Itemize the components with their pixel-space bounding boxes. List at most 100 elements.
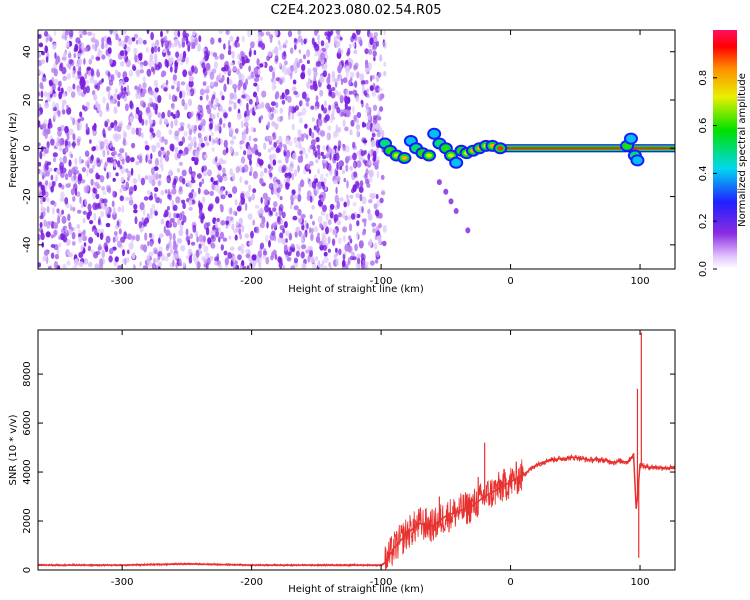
noise-speck <box>241 224 245 233</box>
noise-speck <box>273 141 277 148</box>
noise-speck <box>356 231 359 240</box>
noise-speck <box>369 37 374 46</box>
noise-speck <box>134 216 138 225</box>
noise-speck <box>171 104 175 110</box>
noise-speck <box>173 175 179 183</box>
noise-speck <box>153 45 158 53</box>
noise-speck <box>68 169 73 178</box>
noise-speck <box>352 42 356 48</box>
noise-speck <box>297 155 302 164</box>
noise-speck <box>153 79 159 88</box>
noise-speck <box>115 225 119 230</box>
noise-speck <box>348 90 353 95</box>
noise-speck <box>218 37 222 43</box>
noise-speck <box>40 204 44 213</box>
noise-speck <box>45 56 49 63</box>
noise-speck <box>91 146 96 152</box>
noise-speck <box>300 133 305 142</box>
noise-speck <box>241 59 246 65</box>
noise-speck <box>135 127 139 136</box>
noise-speck <box>303 232 307 237</box>
noise-speck <box>138 155 143 164</box>
noise-speck <box>352 256 357 261</box>
noise-speck <box>382 225 387 233</box>
noise-speck <box>273 78 277 85</box>
noise-speck <box>297 136 301 142</box>
noise-speck <box>240 196 246 205</box>
noise-speck <box>83 58 86 65</box>
noise-speck <box>119 188 123 193</box>
noise-speck <box>118 228 122 235</box>
noise-speck <box>188 255 193 264</box>
noise-speck <box>196 173 202 179</box>
noise-speck <box>178 149 183 154</box>
noise-speck <box>181 37 185 43</box>
noise-speck <box>198 234 204 243</box>
noise-speck <box>310 139 316 147</box>
noise-speck <box>178 53 183 62</box>
noise-speck <box>277 216 281 223</box>
noise-speck <box>179 122 185 127</box>
noise-speck <box>103 138 109 145</box>
noise-speck <box>70 116 73 121</box>
noise-speck <box>38 181 43 187</box>
noise-speck <box>317 40 320 46</box>
noise-speck <box>58 91 62 100</box>
noise-speck <box>139 69 144 74</box>
noise-speck <box>356 151 362 156</box>
noise-speck <box>244 233 250 239</box>
noise-speck <box>97 218 101 226</box>
noise-speck <box>377 212 383 219</box>
noise-speck <box>228 45 232 51</box>
noise-speck <box>83 86 87 95</box>
noise-speck <box>38 262 42 268</box>
noise-speck <box>280 219 284 224</box>
trace-tail-blob <box>448 198 454 205</box>
noise-speck <box>214 184 220 192</box>
noise-speck <box>135 106 140 115</box>
noise-speck <box>358 154 363 162</box>
noise-speck <box>201 62 206 69</box>
noise-speck <box>220 138 223 145</box>
noise-speck <box>188 206 193 211</box>
noise-speck <box>225 219 230 226</box>
noise-speck <box>53 30 57 37</box>
noise-speck <box>365 168 369 176</box>
noise-speck <box>126 256 130 263</box>
noise-speck <box>38 91 41 97</box>
noise-speck <box>346 180 349 189</box>
noise-speck <box>248 184 252 193</box>
noise-speck <box>356 253 362 259</box>
noise-speck <box>145 106 151 114</box>
noise-speck <box>157 261 162 268</box>
noise-speck <box>256 256 260 263</box>
noise-speck <box>207 238 212 245</box>
noise-speck <box>260 197 263 204</box>
noise-speck <box>312 67 318 72</box>
noise-speck <box>292 152 297 161</box>
noise-speck <box>64 125 69 134</box>
x-tick-label: -200 <box>240 577 263 588</box>
noise-speck <box>290 265 295 269</box>
noise-speck <box>334 103 339 110</box>
noise-speck <box>181 169 187 177</box>
noise-speck <box>317 113 322 120</box>
noise-speck <box>87 105 90 110</box>
noise-speck <box>365 102 369 110</box>
noise-speck <box>94 263 100 269</box>
noise-speck <box>275 147 281 154</box>
noise-speck <box>82 218 86 224</box>
noise-speck <box>62 263 67 269</box>
noise-speck <box>367 213 373 221</box>
noise-speck <box>40 146 44 152</box>
noise-speck <box>64 30 70 36</box>
noise-speck <box>148 232 153 238</box>
noise-speck <box>306 177 310 183</box>
noise-speck <box>38 233 41 241</box>
noise-speck <box>196 261 201 269</box>
noise-speck <box>66 73 71 80</box>
noise-speck <box>147 60 153 68</box>
noise-speck <box>107 91 111 100</box>
noise-speck <box>361 231 366 236</box>
noise-speck <box>94 39 99 48</box>
